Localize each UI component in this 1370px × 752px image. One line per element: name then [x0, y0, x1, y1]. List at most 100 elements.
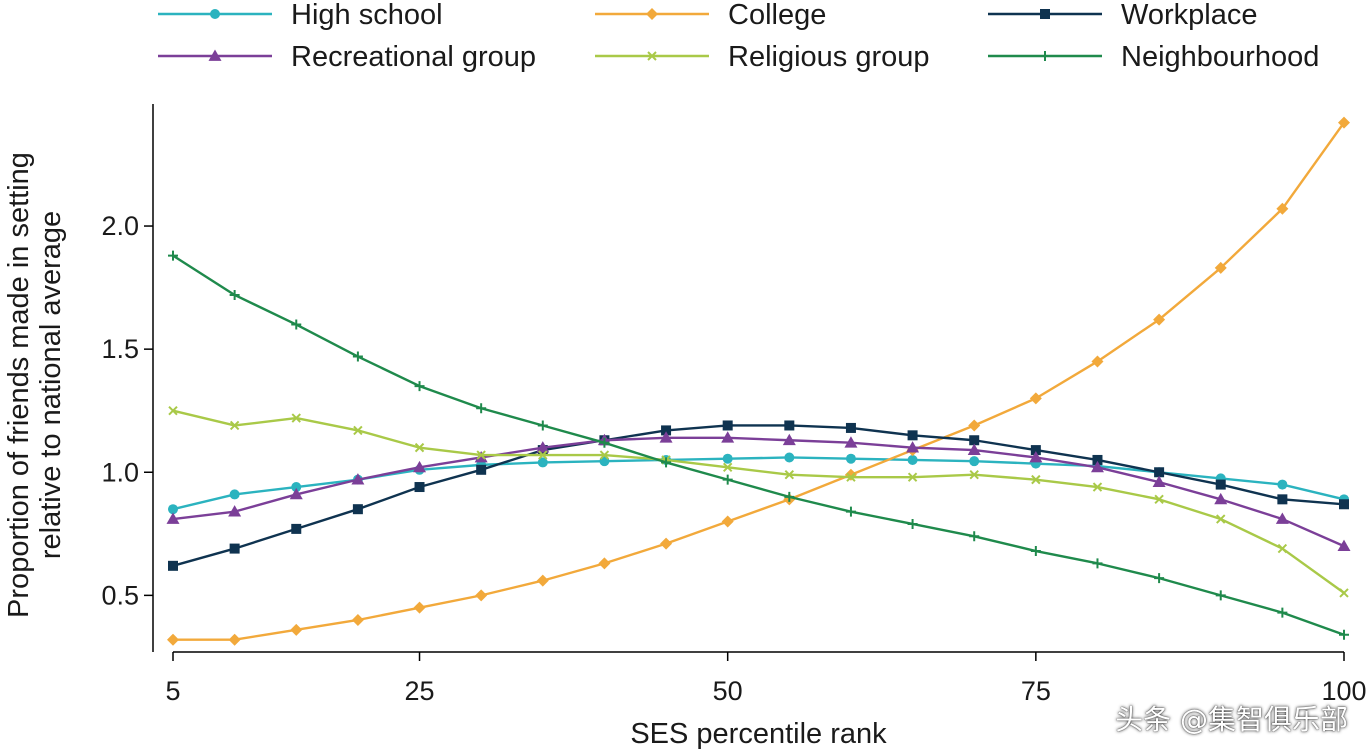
data-point-neighbourhood	[1215, 590, 1226, 601]
data-point-recreational-group	[721, 431, 735, 443]
legend-item-neighbourhood: Neighbourhood	[988, 41, 1319, 73]
data-point-high-school	[229, 489, 240, 500]
data-point-recreational-group	[228, 505, 242, 517]
data-point-recreational-group	[1090, 460, 1104, 473]
data-point-recreational-group	[1337, 539, 1351, 551]
data-point-high-school	[845, 453, 856, 464]
data-point-neighbourhood	[784, 491, 795, 502]
data-point-religious-group	[1092, 482, 1103, 492]
data-point-neighbourhood	[1030, 546, 1041, 557]
data-point-recreational-group	[1275, 512, 1289, 524]
data-point-religious-group	[1216, 514, 1226, 524]
data-point-workplace	[1030, 445, 1041, 456]
x-tick-label: 50	[713, 676, 743, 706]
data-point-workplace	[291, 523, 302, 534]
data-point-college	[1029, 392, 1042, 405]
plot-area	[166, 116, 1351, 646]
data-point-neighbourhood	[722, 474, 733, 485]
data-point-college	[721, 515, 734, 528]
data-point-workplace	[1154, 467, 1165, 478]
data-point-neighbourhood	[845, 506, 856, 517]
data-point-neighbourhood	[229, 289, 240, 300]
data-point-college	[1338, 116, 1350, 129]
legend-item-recreational-group: Recreational group	[158, 41, 536, 73]
legend-marker-high-school	[210, 9, 220, 19]
series-recreational-group	[166, 431, 1351, 551]
data-point-recreational-group	[782, 433, 796, 446]
legend-marker-college	[646, 8, 658, 20]
data-point-college	[228, 633, 241, 646]
data-point-religious-group	[1339, 588, 1349, 598]
data-point-high-school	[1277, 479, 1288, 490]
legend-item-religious-group: Religious group	[595, 41, 930, 73]
data-point-college	[1214, 261, 1227, 274]
legend: High school College Workplace Recreational …	[158, 0, 1319, 73]
data-point-college	[1276, 202, 1289, 215]
data-point-recreational-group	[351, 473, 365, 485]
legend-marker-neighbourhood	[1040, 51, 1050, 61]
x-tick-label: 75	[1021, 676, 1051, 706]
data-point-recreational-group	[536, 441, 550, 453]
data-point-religious-group	[414, 442, 425, 453]
data-point-workplace	[352, 504, 363, 515]
data-point-religious-group	[1154, 494, 1164, 505]
series-line-college	[173, 121, 1345, 641]
data-point-religious-group	[291, 413, 301, 423]
data-point-religious-group	[353, 425, 363, 436]
data-point-college	[660, 537, 673, 550]
data-point-workplace	[845, 422, 856, 433]
data-point-neighbourhood	[414, 381, 425, 392]
data-point-recreational-group	[906, 441, 920, 453]
y-tick-label: 0.5	[101, 580, 139, 610]
data-point-religious-group	[846, 472, 856, 482]
series-neighbourhood	[168, 250, 1349, 640]
x-ticks: 5 25 50 75 100	[165, 652, 1367, 706]
data-point-college	[475, 589, 488, 602]
data-point-high-school	[168, 504, 178, 515]
data-point-religious-group	[1031, 474, 1041, 485]
series-college	[167, 116, 1350, 646]
data-point-workplace	[229, 543, 240, 554]
data-point-high-school	[291, 482, 302, 493]
data-point-neighbourhood	[1154, 573, 1165, 584]
data-point-neighbourhood	[907, 518, 918, 529]
data-point-religious-group	[599, 450, 610, 460]
data-point-religious-group	[1277, 543, 1288, 554]
data-point-recreational-group	[659, 431, 673, 443]
y-tick-label: 2.0	[101, 211, 139, 241]
data-point-neighbourhood	[291, 319, 302, 330]
data-point-neighbourhood	[1339, 629, 1349, 640]
data-point-workplace	[907, 430, 918, 441]
data-point-high-school	[784, 452, 795, 463]
data-point-workplace	[1215, 479, 1226, 490]
legend-marker-recreational-group	[208, 49, 222, 61]
series-religious-group	[168, 405, 1349, 598]
data-point-college	[167, 633, 179, 646]
y-tick-label: 1.0	[101, 457, 139, 487]
data-point-religious-group	[969, 470, 979, 480]
data-point-neighbourhood	[969, 531, 980, 542]
legend-label: Workplace	[1121, 0, 1257, 31]
data-point-religious-group	[538, 450, 548, 460]
data-point-neighbourhood	[352, 351, 363, 362]
data-point-recreational-group	[844, 436, 858, 448]
data-point-college	[536, 574, 549, 587]
data-point-religious-group	[229, 420, 240, 431]
data-point-high-school	[969, 456, 980, 467]
data-point-workplace	[722, 420, 733, 431]
watermark: 头条 @集智俱乐部	[1115, 703, 1348, 736]
legend-marker-religious-group	[647, 51, 657, 61]
series-line-religious-group	[172, 409, 1345, 594]
data-point-religious-group	[722, 462, 733, 473]
y-axis-title-line-1: Proportion of friends made in setting	[3, 152, 35, 618]
legend-label: Religious group	[728, 41, 930, 73]
data-point-neighbourhood	[537, 420, 548, 431]
axes: 0.5 1.0 1.5 2.0 5 25 50 75 100 SES percentile r…	[3, 104, 1367, 750]
data-point-high-school	[722, 453, 733, 464]
x-axis-title: SES percentile rank	[630, 718, 887, 750]
data-point-recreational-group	[1029, 450, 1043, 463]
legend-item-workplace: Workplace	[988, 0, 1257, 31]
data-point-workplace	[414, 482, 425, 493]
legend-item-college: College	[595, 0, 826, 31]
